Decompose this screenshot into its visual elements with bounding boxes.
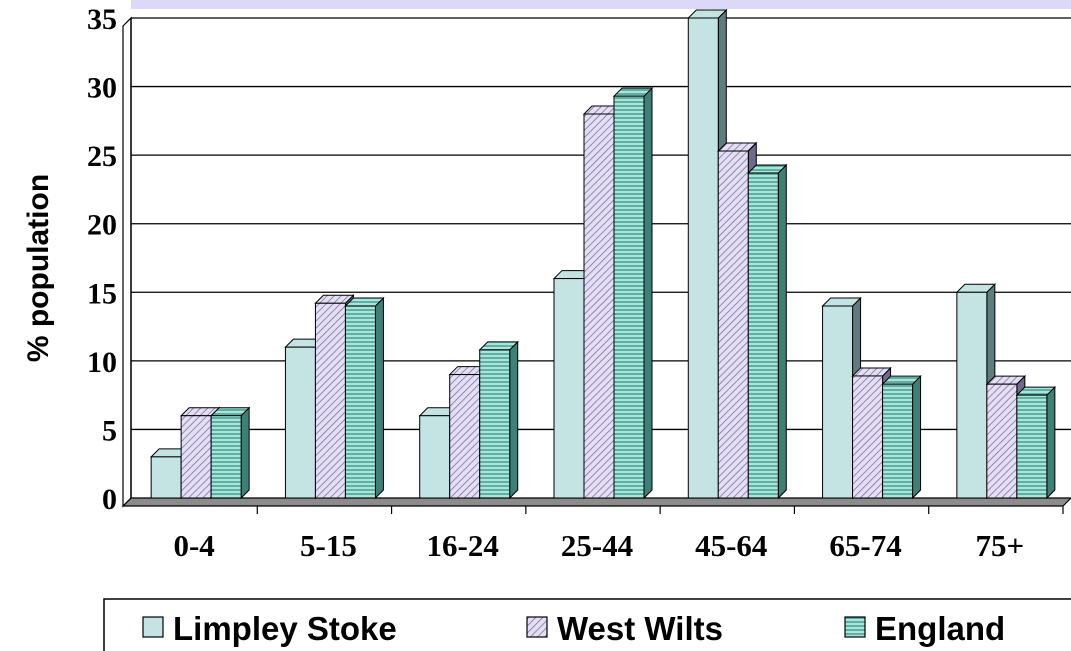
bar-england-5-15 [344,296,385,500]
x-tick-label: 65-74 [829,528,901,563]
bar-england-25-44 [612,86,654,500]
bar-england-75+ [1015,385,1057,500]
bar-england-65-74 [881,374,922,500]
y-tick-label: 15 [87,277,117,310]
chart-floor [121,497,1071,507]
legend-label: West Wilts [557,610,723,647]
legend-entry-england: England [844,610,1005,647]
x-tick-labels: 0-4 5-15 16-24 25-44 45-64 65-74 75+ [173,528,1024,563]
y-tick-label: 25 [87,140,117,173]
y-tick-label: 5 [102,414,117,447]
legend-entry-west-wilts: West Wilts [526,610,723,647]
legend-label: Limpley Stoke [173,610,397,647]
x-tick-label: 0-4 [173,528,214,563]
y-tick-labels: 0 5 10 15 20 25 30 35 [87,3,117,516]
x-tick-label: 5-15 [300,528,357,563]
legend-swatch [142,616,164,638]
y-tick-label: 0 [102,483,117,516]
x-tick-label: 16-24 [427,528,499,563]
legend-box [103,598,1071,651]
legend-entry-limpley-stoke: Limpley Stoke [142,610,397,647]
bar-england-16-24 [478,340,519,500]
bar-england-45-64 [747,163,788,500]
y-tick-label: 30 [87,72,117,105]
legend-label: England [875,610,1005,647]
top-banner [131,0,1071,9]
floor [121,497,1071,507]
y-tick-label: 10 [87,346,117,379]
y-axis-label: % population [22,174,55,362]
bar-england-0-4 [209,406,251,500]
bars [149,8,1057,500]
x-tick-label: 45-64 [695,528,767,563]
legend-swatch [526,616,548,638]
legend: Limpley Stoke West Wilts England [103,598,1071,651]
x-tick-label: 75+ [976,528,1025,563]
x-tick-label: 25-44 [561,528,633,563]
y-tick-label: 35 [87,3,117,36]
axes [122,16,1064,514]
left-wall [122,16,132,508]
y-tick-label: 20 [87,209,117,242]
legend-swatch [844,616,866,638]
